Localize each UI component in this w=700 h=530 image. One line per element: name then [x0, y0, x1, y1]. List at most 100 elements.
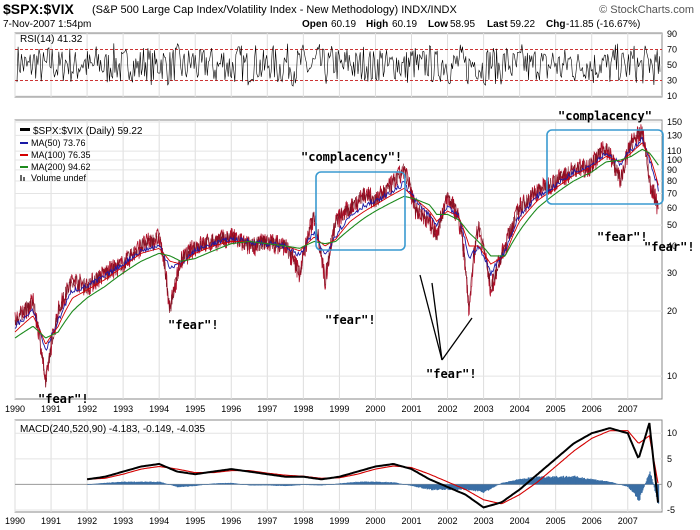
macd-histogram-bar [489, 484, 491, 490]
macd-histogram-bar [615, 483, 617, 485]
macd-histogram-bar [624, 484, 627, 487]
macd-histogram-bar [245, 484, 247, 485]
macd-histogram-bar [591, 479, 593, 485]
macd-x-tick-label: 2000 [365, 516, 385, 526]
macd-histogram-bar [107, 482, 109, 485]
macd-histogram-bar [148, 482, 150, 485]
macd-histogram-bar [368, 481, 370, 485]
macd-histogram-bar [121, 481, 123, 485]
macd-histogram-bar [563, 477, 565, 485]
macd-histogram-bar [490, 484, 492, 489]
legend-swatch-volume-2 [23, 177, 25, 181]
macd-histogram-bar [417, 484, 419, 487]
macd-histogram-bar [551, 477, 553, 485]
macd-histogram-bar [210, 483, 212, 485]
macd-histogram-bar [90, 484, 92, 485]
rsi-y-tick-label: 70 [667, 45, 677, 55]
macd-histogram-bar [177, 484, 179, 488]
macd-histogram-bar [531, 477, 533, 485]
macd-histogram-bar [243, 484, 245, 485]
macd-histogram-bar [468, 484, 470, 491]
macd-histogram-bar [353, 482, 355, 485]
macd-histogram-bar [617, 484, 619, 485]
macd-histogram-bar [253, 484, 255, 486]
macd-histogram-bar [587, 479, 589, 485]
macd-histogram-bar [626, 484, 628, 487]
macd-histogram-bar [314, 484, 316, 486]
macd-histogram-bar [500, 483, 503, 485]
macd-histogram-bar [598, 480, 600, 485]
macd-histogram-bar [645, 482, 647, 485]
macd-histogram-bar [221, 483, 224, 485]
price-legend: $SPX:$VIX (Daily) 59.22 MA(50) 73.76 MA(… [20, 126, 143, 183]
macd-histogram-bar [156, 481, 158, 485]
macd-histogram-bar [509, 481, 511, 485]
macd-histogram-bar [480, 484, 482, 492]
macd-histogram-bar [92, 483, 94, 485]
complacency-label-1999: "complacency"! [301, 150, 402, 164]
macd-histogram-bar [486, 484, 488, 490]
macd-histogram-bar [541, 476, 543, 485]
macd-histogram-bar [202, 484, 204, 485]
macd-histogram-bar [185, 484, 188, 487]
macd-histogram-bar [399, 483, 401, 485]
macd-histogram-bar [189, 484, 191, 487]
macd-histogram-bar [405, 484, 407, 485]
price-x-tick-label: 2002 [438, 404, 458, 414]
macd-histogram-bar [106, 482, 108, 485]
macd-histogram-bar [477, 484, 479, 491]
macd-histogram-bar [350, 482, 353, 485]
macd-histogram-bar [599, 480, 601, 485]
macd-histogram-bar [268, 484, 270, 486]
macd-histogram-bar [487, 484, 489, 491]
macd-histogram-bar [336, 483, 338, 485]
macd-histogram-bar [91, 484, 93, 485]
macd-histogram-bar [224, 482, 226, 485]
price-x-tick-label: 2007 [618, 404, 638, 414]
macd-histogram-bar [490, 484, 492, 490]
macd-histogram-bar [609, 481, 611, 485]
macd-histogram-bar [174, 484, 176, 487]
last-label: Last [487, 19, 508, 30]
macd-histogram-bar [286, 484, 288, 486]
macd-histogram-bar [250, 484, 252, 486]
macd-histogram-bar [330, 484, 332, 485]
macd-histogram-bar [302, 484, 304, 485]
macd-histogram-bar [484, 484, 486, 491]
macd-histogram-bar [567, 477, 570, 485]
macd-histogram-bar [141, 481, 144, 485]
macd-histogram-bar [304, 484, 306, 485]
macd-histogram-bar [310, 484, 312, 486]
macd-histogram-bar [352, 482, 354, 485]
macd-histogram-bar [175, 484, 177, 487]
macd-histogram-bar [296, 484, 299, 486]
macd-histogram-bar [229, 483, 231, 485]
macd-histogram-bar [119, 482, 121, 485]
macd-histogram-bar [570, 476, 572, 485]
macd-histogram-bar [588, 479, 590, 485]
macd-histogram-bar [138, 482, 140, 485]
macd-histogram-bar [635, 484, 637, 497]
macd-histogram-bar [177, 484, 180, 487]
macd-histogram-bar [321, 484, 323, 486]
macd-histogram-bar [254, 484, 256, 486]
macd-histogram-bar [400, 483, 402, 485]
macd-histogram-bar [245, 484, 247, 485]
macd-histogram-bar [410, 484, 412, 486]
macd-histogram-bar [198, 484, 200, 486]
macd-histogram-bar [229, 482, 231, 485]
macd-histogram-bar [612, 482, 614, 485]
macd-histogram-bar [364, 481, 366, 485]
macd-histogram-bar [377, 482, 379, 485]
macd-histogram-bar [650, 475, 652, 485]
macd-histogram-bar [480, 484, 482, 493]
macd-histogram-bar [549, 476, 551, 485]
macd-histogram-bar [256, 484, 258, 486]
macd-histogram-bar [632, 484, 634, 492]
macd-histogram-bar [305, 484, 307, 485]
macd-histogram-bar [478, 484, 480, 491]
macd-histogram-bar [402, 484, 404, 485]
macd-histogram-bar [607, 481, 609, 485]
macd-histogram-bar [544, 477, 547, 485]
macd-histogram-bar [219, 483, 221, 485]
